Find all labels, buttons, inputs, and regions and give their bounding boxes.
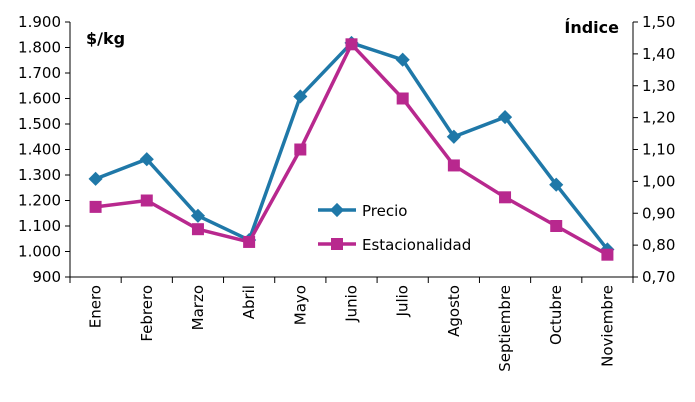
point-precio [395, 52, 410, 67]
left-tick-label: 1.100 [18, 217, 61, 235]
right-axis-unit-label: Índice [564, 18, 619, 37]
point-estacionalidad [89, 200, 102, 213]
x-tick-label: Junio [343, 285, 361, 323]
x-tick-label: Enero [87, 285, 105, 328]
point-estacionalidad [294, 143, 307, 156]
legend-estacionalidad-marker [331, 238, 343, 250]
point-estacionalidad [345, 38, 358, 51]
legend-precio-label: Precio [362, 202, 407, 220]
x-tick-label: Mayo [291, 285, 309, 325]
x-tick-label: Julio [394, 285, 412, 317]
left-tick-label: 1.800 [18, 39, 61, 57]
left-tick-label: 1.400 [18, 141, 61, 159]
left-tick-label: 1.300 [18, 166, 61, 184]
point-precio [549, 177, 564, 192]
left-axis-unit-label: $/kg [86, 29, 125, 48]
x-axis-ticks: Enero Febrero Marzo Abril Mayo Junio Julio Agos… [69, 277, 634, 372]
right-tick-label: 1,10 [642, 141, 675, 159]
right-tick-label: 0,80 [642, 236, 675, 254]
left-tick-label: 1.000 [18, 243, 61, 261]
series-line-precio [94, 41, 609, 251]
right-tick-label: 1,50 [642, 13, 675, 31]
right-tick-label: 1,30 [642, 77, 675, 95]
left-tick-label: 1.900 [18, 13, 61, 31]
point-precio [446, 129, 461, 144]
point-estacionalidad [499, 191, 512, 204]
point-estacionalidad [396, 92, 409, 105]
right-axis-ticks: 0,70 0,80 0,90 1,00 1,10 1,20 1,30 1,40 1,50 [633, 13, 675, 286]
x-tick-label: Agosto [445, 285, 463, 337]
right-tick-label: 1,00 [642, 172, 675, 190]
x-tick-label: Abril [240, 285, 258, 319]
x-tick-label: Marzo [189, 285, 207, 330]
left-tick-label: 1.600 [18, 90, 61, 108]
point-estacionalidad [243, 235, 256, 248]
point-estacionalidad [191, 223, 204, 236]
x-tick-label: Septiembre [496, 285, 514, 372]
right-tick-label: 1,40 [642, 45, 675, 63]
x-tick-label: Febrero [138, 285, 156, 342]
point-estacionalidad [601, 248, 614, 261]
legend: Precio Estacionalidad [318, 202, 471, 254]
right-tick-label: 0,90 [642, 204, 675, 222]
left-tick-label: 1.500 [18, 115, 61, 133]
plot-area [69, 22, 634, 278]
point-precio [139, 152, 154, 167]
x-tick-label: Noviembre [598, 285, 616, 367]
point-precio [190, 208, 206, 223]
legend-item-estacionalidad: Estacionalidad [318, 236, 471, 254]
point-precio [88, 171, 103, 186]
left-axis-ticks: 900 1.000 1.100 1.200 1.300 1.400 1.500 1.600 1.… [18, 13, 70, 286]
point-estacionalidad [447, 159, 460, 172]
point-precio [293, 89, 308, 104]
point-estacionalidad [140, 194, 153, 207]
point-estacionalidad [550, 220, 563, 232]
series-layer [88, 35, 615, 261]
left-tick-label: 900 [32, 268, 61, 286]
right-tick-label: 1,20 [642, 109, 675, 127]
legend-item-precio: Precio [318, 202, 407, 220]
left-tick-label: 1.700 [18, 64, 61, 82]
x-tick-label: Octubre [547, 285, 565, 345]
point-precio [497, 110, 513, 125]
legend-estacionalidad-label: Estacionalidad [362, 236, 471, 254]
legend-precio-marker [329, 202, 345, 218]
right-tick-label: 0,70 [642, 268, 675, 286]
left-tick-label: 1.200 [18, 192, 61, 210]
